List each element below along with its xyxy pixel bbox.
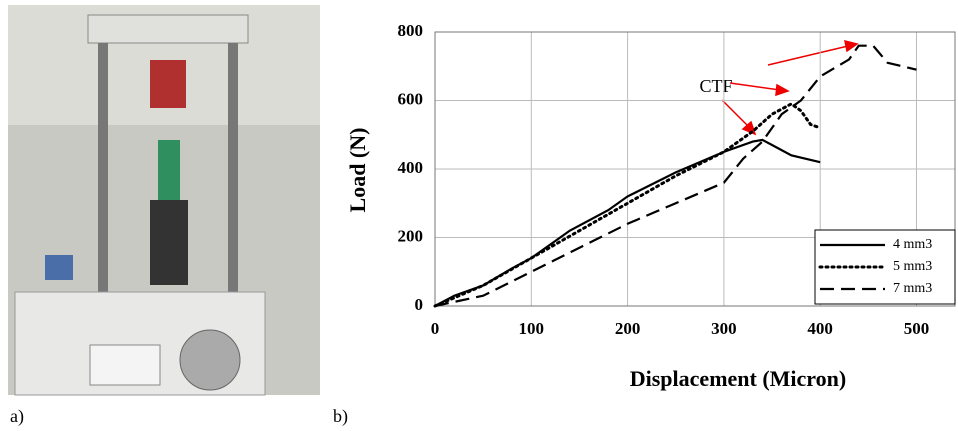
- x-tick-label: 200: [615, 319, 641, 338]
- series-line: [433, 102, 822, 308]
- legend: 4 mm3 5 mm3 7 mm3: [814, 229, 956, 305]
- base-magnet: [45, 255, 73, 280]
- y-tick-label: 0: [415, 295, 424, 314]
- plate: [89, 344, 161, 386]
- x-tick-label: 500: [904, 319, 930, 338]
- arrow: [721, 99, 751, 129]
- x-tick-label: 300: [711, 319, 737, 338]
- x-axis-title: Displacement (Micron): [630, 366, 847, 391]
- y-tick-label: 400: [398, 158, 424, 177]
- y-tick-label: 600: [398, 89, 424, 108]
- legend-label: 7 mm3: [893, 281, 932, 296]
- fixture: [150, 200, 188, 285]
- handwheel: [179, 329, 241, 391]
- x-tick-label: 400: [807, 319, 833, 338]
- grip: [158, 140, 180, 200]
- series-line: [434, 138, 821, 307]
- arrow: [767, 45, 849, 66]
- arrowhead: [844, 39, 859, 53]
- panel-label: b): [333, 406, 348, 427]
- y-axis-title: Load (N): [345, 128, 370, 213]
- y-tick-label: 200: [398, 226, 424, 245]
- arrowhead: [775, 83, 790, 97]
- x-tick-label: 100: [519, 319, 545, 338]
- x-tick-label: 0: [431, 319, 440, 338]
- legend-label: 4 mm3: [893, 237, 932, 252]
- panel-label: a): [10, 406, 24, 427]
- arrow: [729, 82, 781, 91]
- crosshead: [87, 14, 249, 44]
- legend-label: 5 mm3: [893, 259, 932, 274]
- load-cell: [150, 60, 186, 108]
- y-tick-label: 800: [398, 21, 424, 40]
- annotation-arrows: [721, 39, 859, 136]
- column: [228, 43, 238, 293]
- series-line: [434, 44, 917, 308]
- plot-frame: [434, 31, 956, 307]
- annotation: CTF: [699, 76, 732, 96]
- column: [98, 43, 108, 293]
- photo: [8, 5, 320, 396]
